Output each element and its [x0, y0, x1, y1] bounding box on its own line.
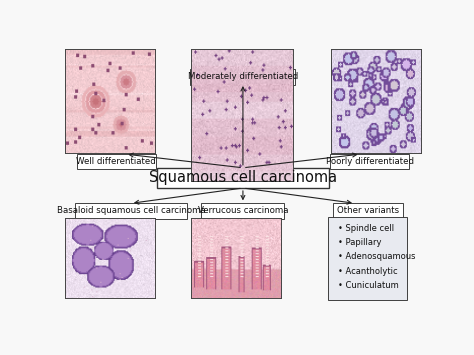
- Text: • Spindle cell: • Spindle cell: [338, 224, 394, 233]
- Text: Verrucous carcinoma: Verrucous carcinoma: [198, 206, 288, 215]
- FancyBboxPatch shape: [201, 203, 284, 219]
- Text: • Papillary: • Papillary: [338, 238, 382, 247]
- FancyBboxPatch shape: [333, 203, 403, 219]
- FancyBboxPatch shape: [157, 168, 328, 188]
- Text: • Cuniculatum: • Cuniculatum: [338, 281, 399, 290]
- Text: Other variants: Other variants: [337, 206, 399, 215]
- Text: Moderately differentiated: Moderately differentiated: [188, 72, 298, 81]
- FancyBboxPatch shape: [76, 154, 156, 169]
- Text: Poorly differentiated: Poorly differentiated: [326, 157, 414, 166]
- FancyBboxPatch shape: [330, 154, 410, 169]
- Text: • Acantholytic: • Acantholytic: [338, 267, 398, 275]
- FancyBboxPatch shape: [191, 69, 295, 85]
- Text: Squamous cell carcinoma: Squamous cell carcinoma: [149, 170, 337, 185]
- Text: • Adenosquamous: • Adenosquamous: [338, 252, 416, 261]
- FancyBboxPatch shape: [75, 203, 187, 219]
- Text: Basaloid squamous cell carcinoma: Basaloid squamous cell carcinoma: [56, 206, 205, 215]
- Text: Well differentiated: Well differentiated: [76, 157, 156, 166]
- FancyBboxPatch shape: [328, 217, 408, 300]
